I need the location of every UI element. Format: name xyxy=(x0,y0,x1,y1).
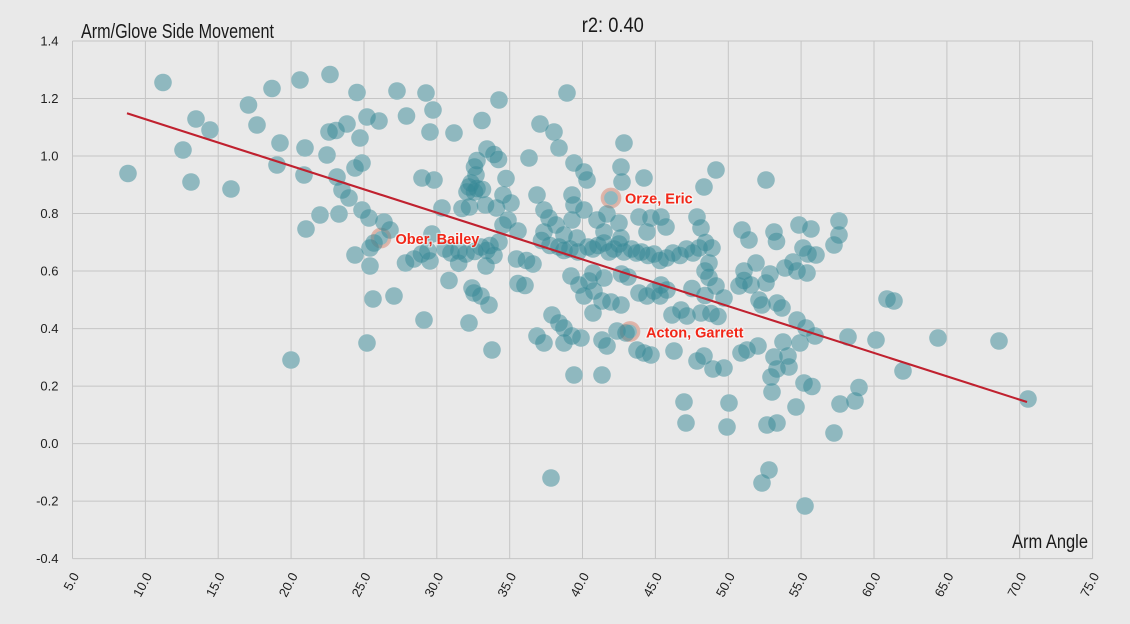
svg-text:Arm/Glove Side Movement: Arm/Glove Side Movement xyxy=(81,21,274,43)
svg-text:r2: 0.40: r2: 0.40 xyxy=(582,13,644,37)
svg-text:Orze, Eric: Orze, Eric xyxy=(625,192,693,208)
svg-text:0.4: 0.4 xyxy=(40,321,58,336)
svg-text:Arm Angle: Arm Angle xyxy=(1012,532,1088,553)
svg-text:0.2: 0.2 xyxy=(40,379,58,394)
svg-text:Acton, Garrett: Acton, Garrett xyxy=(646,326,744,342)
svg-text:1.0: 1.0 xyxy=(40,149,58,164)
svg-text:-0.4: -0.4 xyxy=(36,551,58,566)
svg-text:-0.2: -0.2 xyxy=(36,494,58,509)
svg-text:0.8: 0.8 xyxy=(40,206,58,221)
svg-text:5.0: 5.0 xyxy=(60,570,82,593)
svg-text:1.4: 1.4 xyxy=(40,34,58,49)
svg-text:1.2: 1.2 xyxy=(40,91,58,106)
svg-text:0.6: 0.6 xyxy=(40,264,58,279)
svg-text:0.0: 0.0 xyxy=(40,436,58,451)
svg-text:Ober, Bailey: Ober, Bailey xyxy=(396,232,480,248)
